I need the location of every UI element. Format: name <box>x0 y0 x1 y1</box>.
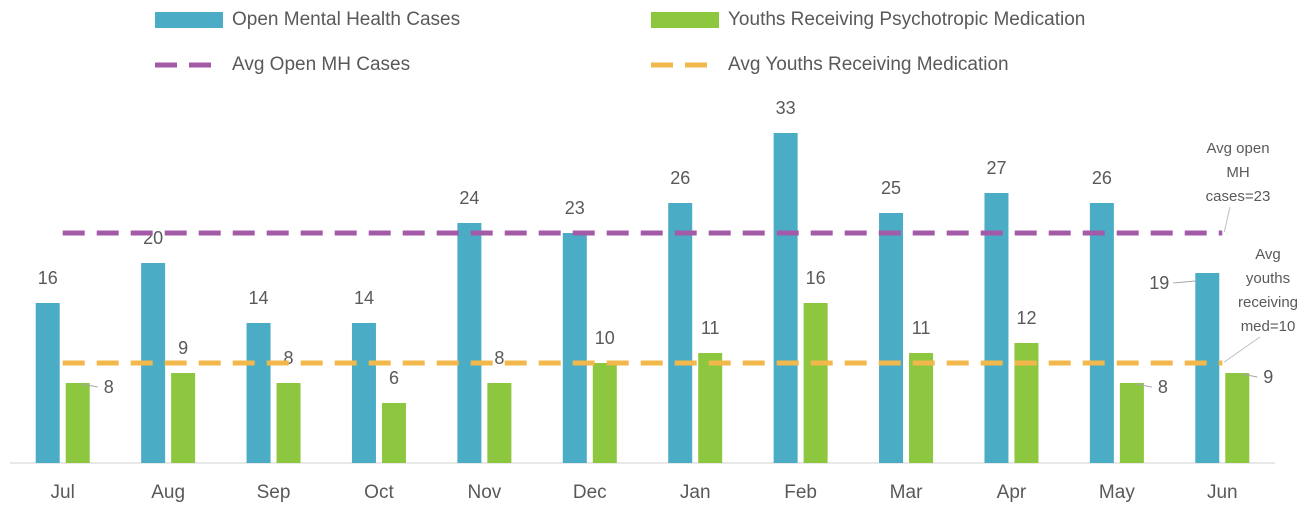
data-label: 26 <box>1092 168 1112 188</box>
x-tick-label: Mar <box>890 482 923 503</box>
bar <box>381 403 406 463</box>
bar <box>879 213 904 463</box>
data-label: 12 <box>1016 308 1036 328</box>
bar <box>698 353 723 463</box>
x-tick-label: Jan <box>680 482 711 503</box>
legend-swatch <box>651 12 719 28</box>
bar <box>65 383 90 463</box>
legend-label: Youths Receiving Psychotropic Medication <box>728 9 1085 30</box>
data-label: 24 <box>459 188 479 208</box>
annotation-leader <box>1223 206 1231 233</box>
bar <box>909 353 934 463</box>
data-label: 9 <box>178 338 188 358</box>
data-label: 14 <box>249 288 269 308</box>
data-label: 8 <box>494 348 504 368</box>
bar <box>246 323 271 463</box>
bar <box>351 323 376 463</box>
bar <box>668 203 693 463</box>
bar <box>773 133 798 463</box>
bar <box>803 303 828 463</box>
bar <box>1225 373 1250 463</box>
x-tick-label: May <box>1099 482 1135 503</box>
legend-label: Avg Open MH Cases <box>232 54 410 75</box>
x-tick-label: Oct <box>364 482 394 503</box>
bar <box>1195 273 1220 463</box>
leader-line <box>1241 373 1258 378</box>
x-tick-label: Apr <box>997 482 1027 503</box>
annotation: cases=23 <box>1206 188 1271 205</box>
x-tick-label: Jul <box>51 482 75 503</box>
x-tick-label: Dec <box>573 482 607 503</box>
data-label: 25 <box>881 178 901 198</box>
annotation: med=10 <box>1241 318 1296 335</box>
annotation: MH <box>1226 164 1249 181</box>
x-tick-label: Nov <box>467 482 501 503</box>
legend-swatch <box>155 12 223 28</box>
data-label: 8 <box>104 377 114 397</box>
data-label: 9 <box>1263 367 1273 387</box>
data-label: 16 <box>806 268 826 288</box>
annotation: Avg <box>1255 246 1281 263</box>
annotation: receiving <box>1238 294 1298 311</box>
x-tick-label: Feb <box>784 482 817 503</box>
bar <box>35 303 60 463</box>
data-label: 11 <box>701 318 720 338</box>
data-label: 14 <box>354 288 374 308</box>
data-label: 27 <box>986 158 1006 178</box>
data-label: 8 <box>1158 377 1168 397</box>
bar <box>457 223 482 463</box>
bar <box>592 363 617 463</box>
leader-line <box>81 383 98 388</box>
bar <box>562 233 587 463</box>
bar <box>1014 343 1039 463</box>
data-label: 11 <box>912 318 931 338</box>
leader-line <box>1173 280 1196 284</box>
legend-label: Avg Youths Receiving Medication <box>728 54 1009 75</box>
bar <box>171 373 196 463</box>
bar <box>984 193 1009 463</box>
bar <box>276 383 301 463</box>
data-label: 23 <box>565 198 585 218</box>
data-label: 16 <box>38 268 58 288</box>
annotation: youths <box>1246 270 1290 287</box>
annotation-leader <box>1224 336 1261 363</box>
data-label: 6 <box>389 368 399 388</box>
bar <box>1119 383 1144 463</box>
data-label: 8 <box>284 348 294 368</box>
data-label: 33 <box>776 98 796 118</box>
bar <box>1089 203 1114 463</box>
data-label: 19 <box>1149 273 1169 293</box>
bar <box>487 383 512 463</box>
leader-line <box>1135 383 1152 388</box>
x-tick-label: Sep <box>257 482 291 503</box>
data-label: 10 <box>595 328 615 348</box>
annotation: Avg open <box>1206 140 1269 157</box>
data-label: 26 <box>670 168 690 188</box>
legend-label: Open Mental Health Cases <box>232 9 460 30</box>
x-tick-label: Jun <box>1207 482 1238 503</box>
x-tick-label: Aug <box>151 482 185 503</box>
